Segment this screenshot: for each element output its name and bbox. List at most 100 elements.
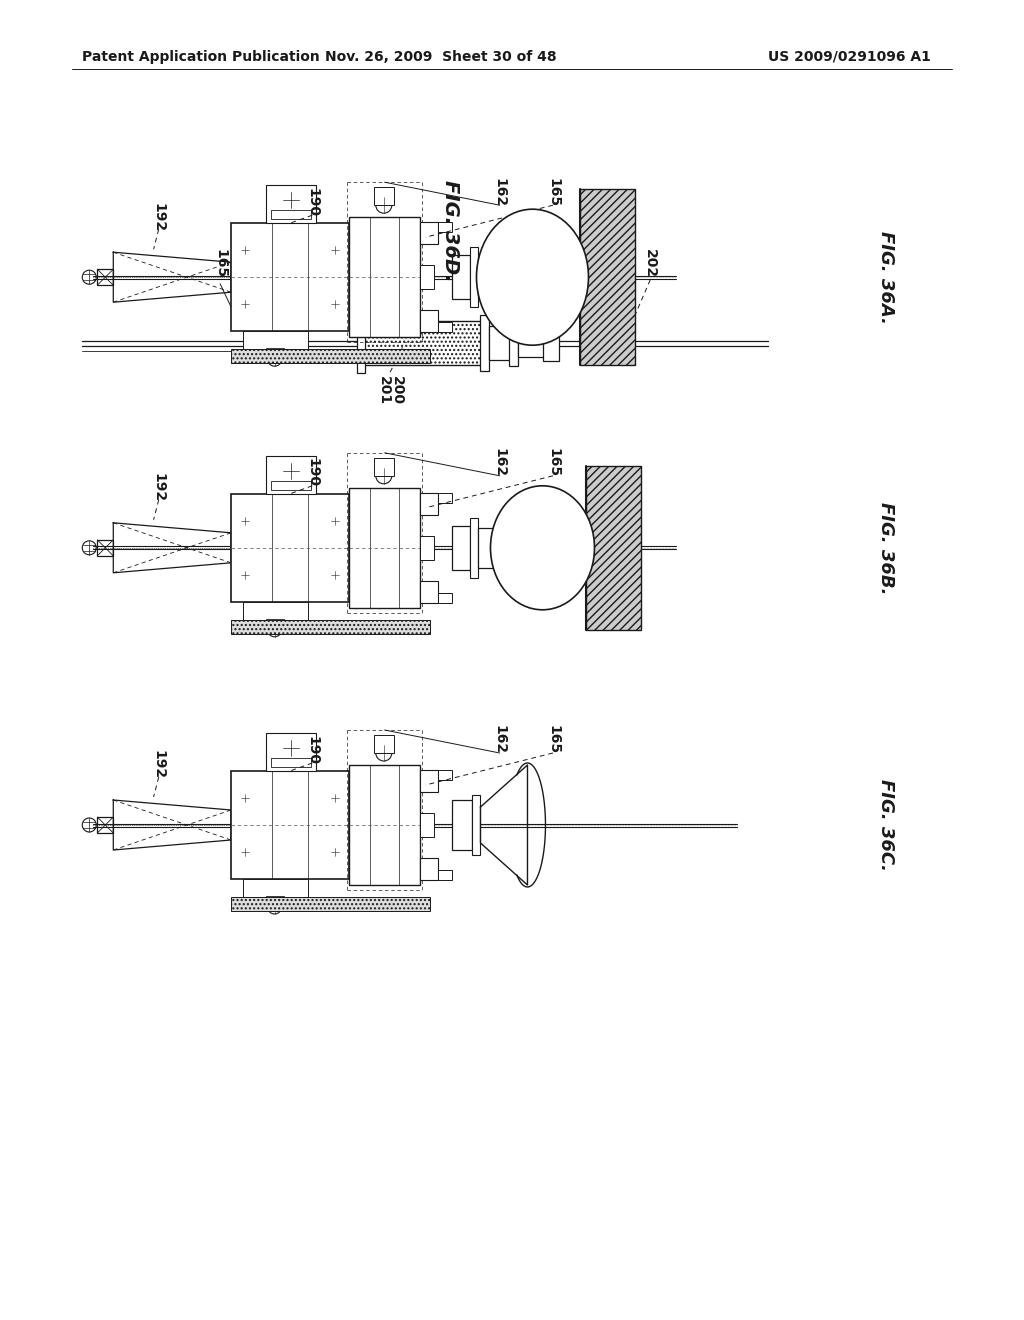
Bar bbox=[243, 879, 307, 898]
Bar bbox=[271, 210, 311, 219]
Bar bbox=[581, 189, 636, 366]
Text: 165: 165 bbox=[213, 249, 227, 279]
Text: 165: 165 bbox=[546, 726, 560, 755]
Bar bbox=[438, 870, 453, 880]
Circle shape bbox=[241, 570, 250, 579]
Ellipse shape bbox=[490, 486, 595, 610]
Circle shape bbox=[283, 191, 300, 210]
Circle shape bbox=[267, 352, 282, 366]
Text: Patent Application Publication: Patent Application Publication bbox=[82, 50, 319, 63]
Text: FIG. 36B.: FIG. 36B. bbox=[877, 502, 895, 594]
Text: 165: 165 bbox=[546, 178, 560, 207]
Text: 192: 192 bbox=[152, 203, 166, 232]
Circle shape bbox=[241, 300, 250, 309]
Bar bbox=[438, 322, 453, 333]
Text: FIG. 36D.: FIG. 36D. bbox=[441, 181, 460, 281]
Bar bbox=[421, 492, 438, 515]
Text: 192: 192 bbox=[152, 474, 166, 503]
Bar bbox=[231, 620, 430, 634]
Bar bbox=[97, 540, 114, 556]
Bar bbox=[271, 758, 311, 767]
Bar bbox=[97, 817, 114, 833]
Circle shape bbox=[330, 516, 340, 525]
Bar bbox=[231, 494, 349, 602]
Circle shape bbox=[241, 516, 250, 525]
Text: 165: 165 bbox=[546, 449, 560, 478]
Circle shape bbox=[283, 462, 300, 480]
Ellipse shape bbox=[476, 209, 589, 346]
Bar bbox=[243, 331, 307, 350]
Bar bbox=[421, 858, 438, 880]
Circle shape bbox=[376, 197, 392, 214]
Bar bbox=[518, 329, 545, 358]
Bar bbox=[356, 313, 365, 374]
Text: FIG. 36C.: FIG. 36C. bbox=[877, 779, 895, 871]
Circle shape bbox=[376, 744, 392, 762]
Text: 192: 192 bbox=[152, 751, 166, 780]
Circle shape bbox=[82, 271, 96, 284]
Circle shape bbox=[82, 818, 96, 832]
Bar bbox=[231, 771, 349, 879]
Bar bbox=[265, 896, 284, 907]
Bar bbox=[374, 187, 394, 205]
Bar bbox=[544, 325, 559, 362]
Bar bbox=[97, 269, 114, 285]
Circle shape bbox=[241, 793, 250, 803]
Bar bbox=[421, 222, 438, 244]
Bar bbox=[470, 517, 478, 578]
Bar bbox=[421, 770, 438, 792]
Bar bbox=[265, 348, 284, 359]
Circle shape bbox=[330, 847, 340, 857]
Text: 190: 190 bbox=[305, 187, 319, 216]
Bar bbox=[231, 898, 430, 911]
Bar bbox=[231, 350, 430, 363]
Circle shape bbox=[241, 246, 250, 255]
Bar bbox=[364, 321, 481, 366]
Bar bbox=[266, 455, 316, 494]
Bar bbox=[509, 321, 518, 366]
Circle shape bbox=[330, 246, 340, 255]
Bar bbox=[480, 315, 489, 371]
Bar bbox=[265, 619, 284, 630]
Bar bbox=[421, 265, 434, 289]
Bar bbox=[438, 770, 453, 780]
Bar bbox=[587, 466, 641, 630]
Circle shape bbox=[267, 900, 282, 913]
Bar bbox=[266, 185, 316, 223]
Circle shape bbox=[330, 570, 340, 579]
Bar bbox=[266, 733, 316, 771]
Bar bbox=[438, 593, 453, 603]
Bar bbox=[472, 795, 480, 855]
Bar bbox=[438, 492, 453, 503]
Text: 190: 190 bbox=[305, 458, 319, 487]
Circle shape bbox=[82, 541, 96, 554]
Circle shape bbox=[330, 793, 340, 803]
Circle shape bbox=[330, 300, 340, 309]
Bar bbox=[271, 480, 311, 490]
Circle shape bbox=[241, 847, 250, 857]
Bar bbox=[453, 255, 470, 300]
Text: Nov. 26, 2009  Sheet 30 of 48: Nov. 26, 2009 Sheet 30 of 48 bbox=[325, 50, 556, 63]
Text: FIG. 36A.: FIG. 36A. bbox=[877, 231, 895, 323]
Bar bbox=[421, 581, 438, 603]
Text: 162: 162 bbox=[493, 178, 507, 207]
Bar bbox=[349, 488, 421, 607]
Text: 202: 202 bbox=[643, 249, 657, 279]
Bar bbox=[478, 257, 501, 297]
Bar bbox=[374, 735, 394, 752]
Circle shape bbox=[283, 739, 300, 758]
Text: 162: 162 bbox=[493, 449, 507, 478]
Bar bbox=[438, 222, 453, 232]
Bar bbox=[374, 458, 394, 475]
Bar bbox=[349, 766, 421, 884]
Bar bbox=[453, 525, 470, 570]
Text: 200: 200 bbox=[390, 376, 404, 405]
Bar bbox=[453, 800, 472, 850]
Bar bbox=[421, 310, 438, 333]
Bar bbox=[231, 223, 349, 331]
Bar bbox=[470, 247, 478, 308]
Bar bbox=[421, 813, 434, 837]
Bar bbox=[489, 326, 511, 360]
Text: US 2009/0291096 A1: US 2009/0291096 A1 bbox=[768, 50, 932, 63]
Bar bbox=[478, 528, 501, 568]
